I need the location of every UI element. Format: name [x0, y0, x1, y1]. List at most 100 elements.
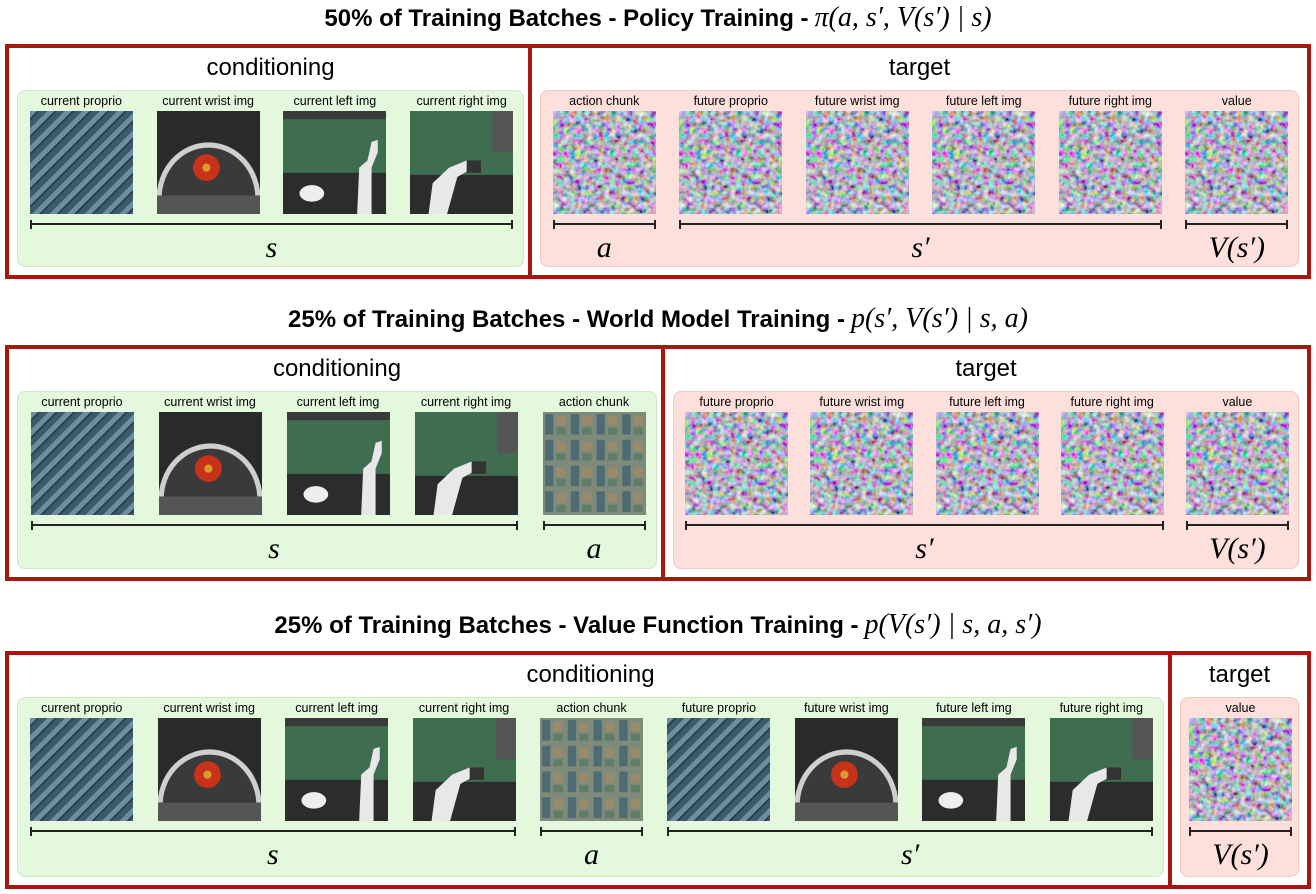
thumbnail [30, 718, 133, 821]
thumbnail-image [936, 412, 1039, 515]
thumbnail [157, 111, 260, 214]
thumbnail [30, 111, 133, 214]
thumbnail [283, 111, 386, 214]
section-label: target [1208, 661, 1271, 688]
thumbnail-image [31, 412, 134, 515]
item-label: current left img [296, 395, 380, 409]
item-label: current right img [416, 94, 507, 108]
thumbnail [679, 111, 782, 214]
item-label: current proprio [41, 701, 123, 715]
item-label: value [1225, 701, 1256, 715]
thumbnail-image [158, 718, 261, 821]
item-label: future right img [1059, 701, 1143, 715]
bracket [667, 827, 1153, 836]
section-label: target [888, 54, 951, 81]
thumbnail-image [553, 111, 656, 214]
thumbnail [1189, 718, 1292, 821]
target-box: target action chunk a future proprio future … [528, 44, 1311, 279]
thumbnail-image [806, 111, 909, 214]
thumbnail [806, 111, 909, 214]
bracket [1185, 521, 1289, 530]
thumbnail-image [157, 111, 260, 214]
item-label: current wrist img [162, 94, 254, 108]
item-label: future right img [1070, 395, 1154, 409]
bracket [1185, 220, 1289, 229]
inner-box: future proprio future wrist img future lef… [673, 391, 1299, 569]
item-label: current proprio [40, 94, 123, 108]
bracket [30, 521, 518, 530]
thumbnail-image [1059, 111, 1162, 214]
thumbnail [932, 111, 1035, 214]
thumbnail [685, 412, 788, 515]
thumbnail-image [795, 718, 898, 821]
thumbnail-image [540, 718, 643, 821]
thumbnail-image [30, 111, 133, 214]
item-label: future left img [949, 395, 1025, 409]
target-box: target value V(s′) [1168, 651, 1311, 889]
inner-box: current proprio current wrist img current … [17, 391, 657, 569]
thumbnail-image [413, 718, 516, 821]
bracket [542, 521, 646, 530]
thumbnail [287, 412, 390, 515]
group-symbol: s′ [911, 231, 930, 264]
inner-box: current proprio current wrist img current … [17, 90, 524, 267]
item-label: current right img [418, 701, 510, 715]
bracket [1189, 827, 1292, 836]
title-text: 25% of Training Batches - Value Function… [274, 612, 859, 639]
group-symbol: V(s′) [1212, 838, 1269, 871]
bracket [540, 827, 643, 836]
thumbnail-image [1186, 412, 1289, 515]
thumbnail-image [159, 412, 262, 515]
thumbnail-image [667, 718, 770, 821]
bracket [29, 220, 514, 229]
target-box: target future proprio future wrist img futu… [661, 345, 1311, 581]
item-label: current wrist img [164, 395, 256, 409]
conditioning-box: conditioning current proprio current wrist… [5, 345, 669, 581]
thumbnail [413, 718, 516, 821]
group-symbol: s′ [915, 532, 934, 565]
item-label: current left img [295, 701, 378, 715]
thumbnail [410, 111, 513, 214]
thumbnail-image [1185, 111, 1288, 214]
thumbnail [285, 718, 388, 821]
item-label: action chunk [569, 94, 640, 108]
bracket [679, 220, 1162, 229]
thumbnail [922, 718, 1025, 821]
item-label: current left img [293, 94, 377, 108]
thumbnail [1059, 111, 1162, 214]
item-label: current right img [420, 395, 512, 409]
thumbnail-image [810, 412, 913, 515]
thumbnail [795, 718, 898, 821]
thumbnail-image [410, 111, 513, 214]
thumbnail-image [283, 111, 386, 214]
thumbnail [1186, 412, 1289, 515]
thumbnail [415, 412, 518, 515]
group-symbol: s′ [900, 838, 920, 871]
section-label: conditioning [206, 54, 335, 81]
item-label: future proprio [681, 701, 757, 715]
conditioning-box: conditioning current proprio current wrist… [5, 44, 536, 279]
inner-box: action chunk a future proprio future wrist … [540, 90, 1299, 267]
thumbnail-image [932, 111, 1035, 214]
title-text: 50% of Training Batches - Policy Trainin… [324, 5, 809, 32]
item-label: future proprio [699, 395, 774, 409]
item-label: value [1221, 94, 1252, 108]
thumbnail [158, 718, 261, 821]
formula: p(V(s′) | s, a, s′) [864, 609, 1042, 640]
thumbnail-image [287, 412, 390, 515]
group-symbol: s [268, 532, 280, 565]
item-label: action chunk [558, 395, 630, 409]
thumbnail [810, 412, 913, 515]
thumbnail [31, 412, 134, 515]
thumbnail [667, 718, 770, 821]
item-label: future left img [935, 701, 1012, 715]
group-symbol: V(s′) [1209, 532, 1266, 565]
group-symbol: a [584, 838, 599, 871]
panel-title: 50% of Training Batches - Policy Trainin… [0, 2, 1316, 34]
thumbnail-image [285, 718, 388, 821]
group-symbol: a [596, 231, 612, 264]
bracket [30, 827, 516, 836]
group-symbol: V(s′) [1208, 231, 1266, 264]
section-label: conditioning [526, 661, 655, 688]
